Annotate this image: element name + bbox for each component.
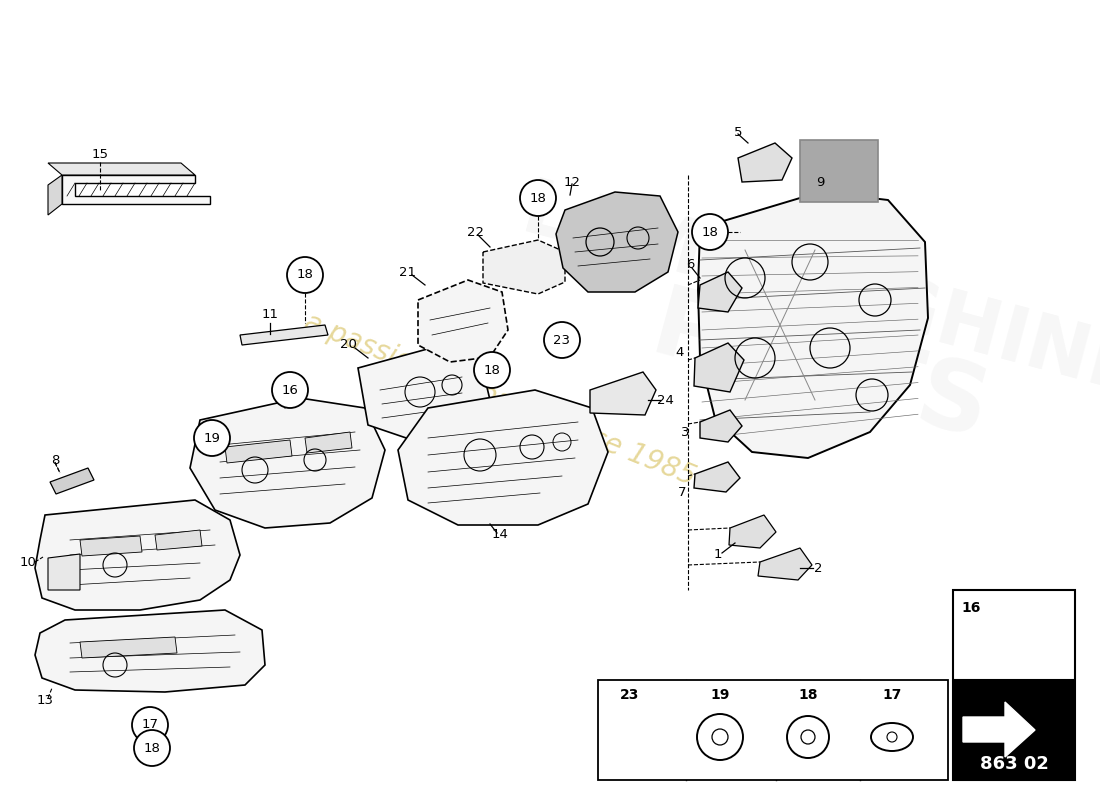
Text: 20: 20 [340,338,356,351]
Polygon shape [80,536,142,556]
Polygon shape [694,462,740,492]
Polygon shape [305,432,352,453]
Circle shape [520,180,556,216]
Polygon shape [418,280,508,362]
Polygon shape [80,637,177,658]
Text: a passion for parts since 1985: a passion for parts since 1985 [300,309,700,491]
Text: 9: 9 [816,175,824,189]
Text: 18: 18 [799,688,817,702]
Text: 17: 17 [882,688,902,702]
Text: 23: 23 [553,334,571,346]
Text: 5: 5 [734,126,742,138]
Text: 14: 14 [492,529,508,542]
Polygon shape [758,548,812,580]
Bar [953,682,1075,780]
Polygon shape [483,240,565,294]
Text: 24: 24 [657,394,673,406]
Polygon shape [155,530,202,550]
Text: 16: 16 [961,601,981,615]
Polygon shape [556,192,678,292]
Circle shape [132,707,168,743]
Text: 863 02: 863 02 [980,755,1048,773]
Polygon shape [240,325,328,345]
Polygon shape [694,343,744,392]
Polygon shape [700,410,743,442]
Circle shape [272,372,308,408]
Polygon shape [35,500,240,610]
Text: 6: 6 [685,258,694,271]
Text: 8: 8 [51,454,59,466]
Text: LAMBORGHINI: LAMBORGHINI [515,175,1100,405]
Text: 18: 18 [144,742,161,754]
Text: 4: 4 [675,346,684,358]
Polygon shape [50,468,94,494]
Polygon shape [590,372,656,415]
Text: 19: 19 [204,431,220,445]
Text: 18: 18 [529,191,547,205]
Polygon shape [35,610,265,692]
Polygon shape [62,175,210,204]
Polygon shape [620,715,640,725]
Polygon shape [48,175,62,215]
Polygon shape [226,440,292,463]
Polygon shape [962,702,1035,757]
Text: 3: 3 [681,426,690,438]
Text: 18: 18 [297,269,313,282]
Polygon shape [48,554,80,590]
Text: 22: 22 [466,226,484,238]
Text: 11: 11 [262,309,278,322]
Bar [598,680,948,780]
Circle shape [474,352,510,388]
Polygon shape [398,390,608,525]
Text: 7: 7 [678,486,686,498]
Text: 18: 18 [702,226,718,238]
Text: 13: 13 [36,694,54,706]
Polygon shape [190,398,385,528]
Text: 1: 1 [714,549,723,562]
Text: 10: 10 [20,555,36,569]
Circle shape [287,257,323,293]
Text: 23: 23 [620,688,640,702]
Polygon shape [738,143,792,182]
Polygon shape [800,140,878,202]
Polygon shape [729,515,776,548]
Polygon shape [48,163,195,175]
Text: 2: 2 [814,562,823,574]
Polygon shape [698,192,928,458]
Text: 16: 16 [282,383,298,397]
Polygon shape [1003,610,1027,630]
Text: PARTS: PARTS [641,281,999,459]
Circle shape [194,420,230,456]
Text: 17: 17 [142,718,158,731]
Text: 21: 21 [399,266,417,278]
Polygon shape [698,272,742,312]
Text: 12: 12 [563,175,581,189]
Polygon shape [358,345,490,442]
Circle shape [134,730,170,766]
Circle shape [544,322,580,358]
Text: 15: 15 [91,149,109,162]
Bar [953,590,1075,680]
Text: 19: 19 [711,688,729,702]
Circle shape [692,214,728,250]
Text: 18: 18 [484,363,500,377]
